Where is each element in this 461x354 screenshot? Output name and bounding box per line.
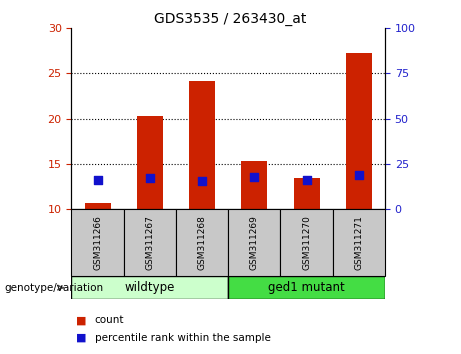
Bar	[346, 53, 372, 209]
Text: count: count	[95, 315, 124, 325]
Point	[198, 178, 206, 184]
Point	[303, 177, 310, 182]
Text: GSM311271: GSM311271	[355, 215, 363, 270]
FancyBboxPatch shape	[71, 209, 124, 276]
Point	[355, 172, 362, 177]
Text: GSM311266: GSM311266	[93, 215, 102, 270]
Bar	[84, 204, 111, 209]
Text: wildtype: wildtype	[124, 281, 175, 294]
Text: GDS3535 / 263430_at: GDS3535 / 263430_at	[154, 12, 307, 27]
FancyBboxPatch shape	[228, 276, 385, 299]
Text: ged1 mutant: ged1 mutant	[268, 281, 345, 294]
Text: ■: ■	[76, 315, 87, 325]
Text: ■: ■	[76, 333, 87, 343]
FancyBboxPatch shape	[280, 209, 333, 276]
Text: GSM311270: GSM311270	[302, 215, 311, 270]
Text: GSM311267: GSM311267	[145, 215, 154, 270]
Bar	[294, 178, 319, 209]
FancyBboxPatch shape	[176, 209, 228, 276]
FancyBboxPatch shape	[124, 209, 176, 276]
Point	[146, 175, 154, 181]
Bar	[241, 161, 267, 209]
FancyBboxPatch shape	[71, 276, 228, 299]
Bar	[189, 81, 215, 209]
Text: GSM311268: GSM311268	[198, 215, 207, 270]
Bar	[137, 116, 163, 209]
Text: GSM311269: GSM311269	[250, 215, 259, 270]
FancyBboxPatch shape	[228, 209, 280, 276]
FancyBboxPatch shape	[333, 209, 385, 276]
Point	[94, 177, 101, 183]
Text: genotype/variation: genotype/variation	[5, 282, 104, 293]
Point	[251, 175, 258, 180]
Text: percentile rank within the sample: percentile rank within the sample	[95, 333, 271, 343]
